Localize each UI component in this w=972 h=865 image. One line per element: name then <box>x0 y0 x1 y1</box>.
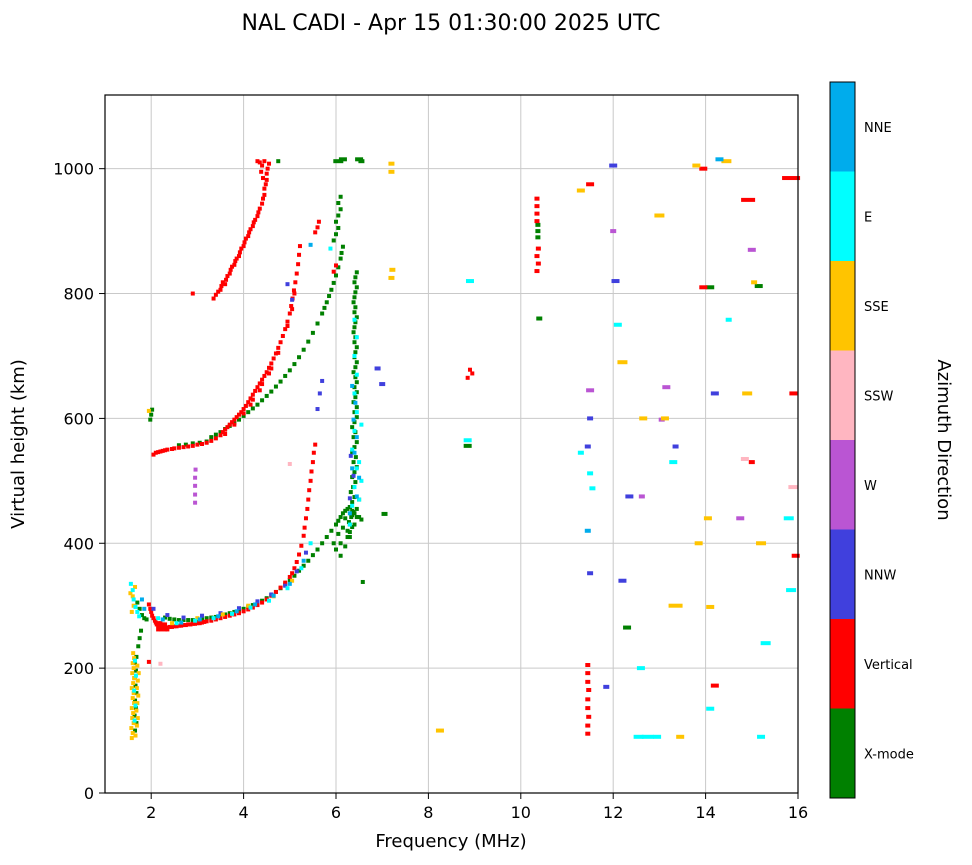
series-e <box>128 246 797 739</box>
series-w <box>193 229 756 521</box>
axis-ticks: 2 4 6 8 10 12 14 16 0 200 400 600 800 1000 <box>53 160 808 822</box>
x-tick-label: 12 <box>603 803 623 822</box>
y-tick-label: 200 <box>63 659 94 678</box>
x-tick-label: 16 <box>788 803 808 822</box>
colorbar-tick-label: X-mode <box>864 747 914 762</box>
series-ssw <box>158 456 799 666</box>
colorbar-outline <box>829 81 856 799</box>
series-nnw <box>151 163 719 689</box>
x-tick-label: 14 <box>695 803 715 822</box>
colorbar-tick-label: SSE <box>864 300 889 315</box>
colorbar-label: Azimuth Direction <box>933 359 954 520</box>
colorbar-segment-nnw <box>830 529 855 620</box>
y-axis-label: Virtual height (km) <box>8 359 29 529</box>
plot-frame <box>104 94 799 794</box>
x-tick-label: 2 <box>146 803 156 822</box>
x-tick-label: 4 <box>239 803 249 822</box>
gridlines <box>105 95 799 794</box>
y-tick-label: 1000 <box>53 160 94 179</box>
scatter-points <box>128 157 801 741</box>
colorbar-tick-label: NNW <box>864 568 896 583</box>
y-tick-label: 0 <box>84 784 94 803</box>
series-sse <box>128 159 767 741</box>
colorbar-tick-label: SSW <box>864 389 894 404</box>
y-tick-label: 400 <box>63 534 94 553</box>
colorbar-segment-nne <box>830 82 855 172</box>
series-vertical <box>146 159 801 736</box>
azimuth-colorbar: NNE E SSE SSW W NNW Vertical X-mode <box>829 81 914 799</box>
colorbar-segment-x-mode <box>830 708 855 799</box>
colorbar-segment-ssw <box>830 350 855 441</box>
chart-title: NAL CADI - Apr 15 01:30:00 2025 UTC <box>242 11 661 36</box>
x-tick-label: 6 <box>331 803 341 822</box>
colorbar-segment-w <box>830 440 855 530</box>
y-tick-label: 800 <box>63 285 94 304</box>
colorbar-segment-sse <box>830 261 855 351</box>
x-axis-label: Frequency (MHz) <box>375 831 526 852</box>
colorbar-tick-label: E <box>864 210 872 225</box>
x-tick-label: 8 <box>423 803 433 822</box>
colorbar-segment-e <box>830 171 855 262</box>
colorbar-tick-label: W <box>864 479 877 494</box>
series-nne <box>139 157 724 625</box>
colorbar-segment-vertical <box>830 619 855 709</box>
x-tick-label: 10 <box>511 803 531 822</box>
colorbar-tick-label: Vertical <box>864 658 913 673</box>
y-tick-label: 600 <box>63 409 94 428</box>
series-x-mode <box>132 157 763 733</box>
colorbar-tick-label: NNE <box>864 121 892 136</box>
